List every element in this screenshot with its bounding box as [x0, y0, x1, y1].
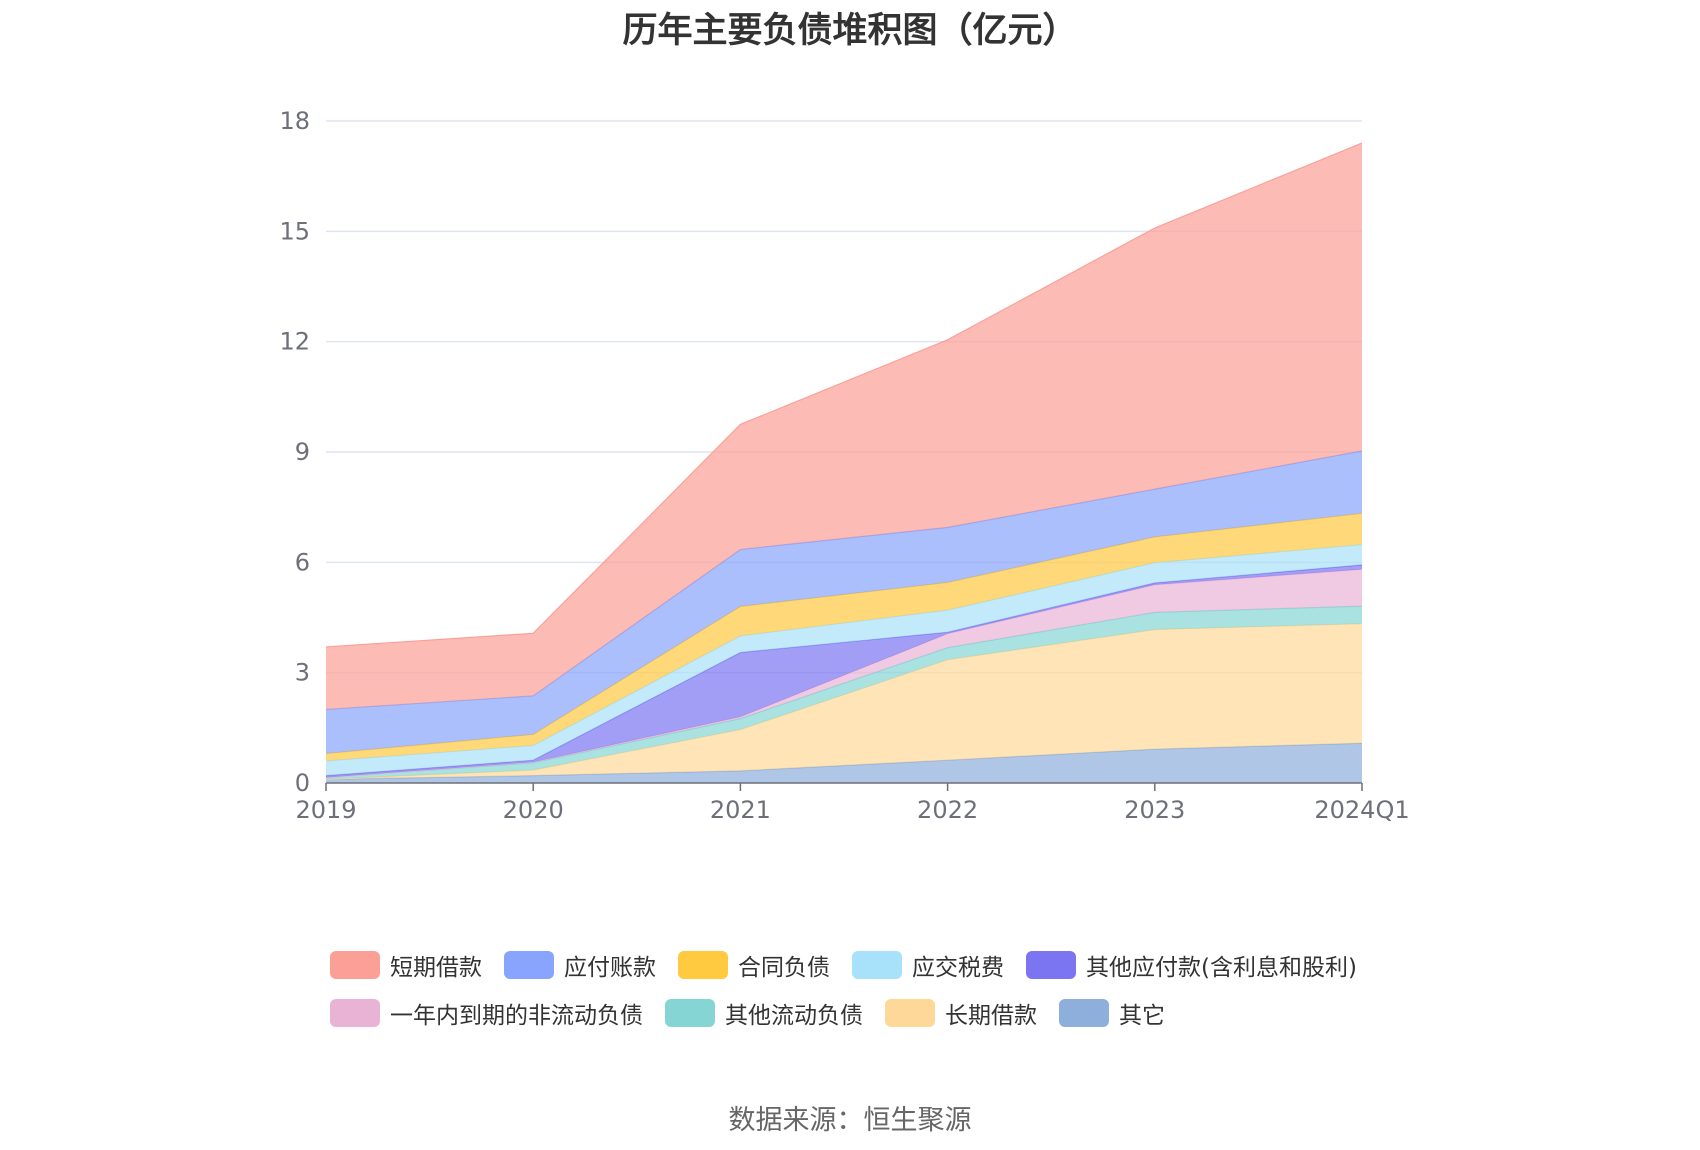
legend-item-taxes-payable[interactable]: 应交税费 — [852, 948, 1004, 982]
legend-label: 应交税费 — [912, 955, 1004, 981]
y-tick-label: 15 — [279, 217, 310, 245]
y-tick-label: 3 — [295, 659, 310, 687]
legend-swatch — [330, 999, 380, 1027]
legend-swatch — [504, 951, 554, 979]
legend-swatch — [1059, 999, 1109, 1027]
area-series-其他应付款(含利息和股利) — [326, 564, 1362, 778]
x-tick-label: 2022 — [917, 796, 978, 824]
legend-label: 其他流动负债 — [725, 1003, 863, 1029]
legend: 短期借款 应付账款 合同负债 应交税费 其他应付款(含利息和股利) 一年内到期的… — [330, 948, 1430, 1044]
area-series-一年内到期的非流动负债 — [326, 569, 1362, 778]
area-series-合同负债 — [326, 513, 1362, 761]
area-series-应付账款 — [326, 450, 1362, 754]
legend-item-current-portion-noncurrent[interactable]: 一年内到期的非流动负债 — [330, 996, 643, 1030]
legend-swatch — [885, 999, 935, 1027]
legend-item-accounts-payable[interactable]: 应付账款 — [504, 948, 656, 982]
x-tick-label: 2019 — [295, 796, 356, 824]
y-tick-label: 0 — [295, 769, 310, 797]
area-series-其它 — [326, 743, 1362, 783]
area-series-其他流动负债 — [326, 606, 1362, 780]
legend-swatch — [1026, 951, 1076, 979]
legend-item-contract-liabilities[interactable]: 合同负债 — [678, 948, 830, 982]
area-series — [325, 142, 1363, 783]
data-source-note: 数据来源：恒生聚源 — [728, 1105, 972, 1136]
y-tick-label: 9 — [295, 438, 310, 466]
legend-item-other-payables[interactable]: 其他应付款(含利息和股利) — [1026, 948, 1357, 982]
legend-swatch — [665, 999, 715, 1027]
legend-label: 一年内到期的非流动负债 — [390, 1003, 643, 1029]
x-tick-label: 2021 — [710, 796, 771, 824]
legend-label: 应付账款 — [564, 955, 656, 981]
area-series-应交税费 — [326, 544, 1362, 776]
legend-swatch — [852, 951, 902, 979]
legend-swatch — [678, 951, 728, 979]
x-tick-label: 2020 — [503, 796, 564, 824]
chart-title: 历年主要负债堆积图（亿元） — [622, 11, 1078, 51]
x-tick-label: 2023 — [1124, 796, 1185, 824]
legend-swatch — [330, 951, 380, 979]
legend-item-short-term-borrowing[interactable]: 短期借款 — [330, 948, 482, 982]
y-tick-label: 12 — [279, 328, 310, 356]
area-line-短期借款 — [325, 142, 1363, 648]
legend-label: 短期借款 — [390, 955, 482, 981]
area-series-短期借款 — [326, 143, 1362, 710]
legend-row-2: 一年内到期的非流动负债 其他流动负债 长期借款 其它 — [330, 996, 1430, 1030]
legend-row-1: 短期借款 应付账款 合同负债 应交税费 其他应付款(含利息和股利) — [330, 948, 1430, 982]
legend-label: 合同负债 — [738, 955, 830, 981]
y-tick-label: 6 — [295, 548, 310, 576]
legend-label: 长期借款 — [945, 1003, 1037, 1029]
area-series-长期借款 — [326, 623, 1362, 780]
legend-label: 其它 — [1119, 1003, 1165, 1029]
x-tick-label: 2024Q1 — [1314, 796, 1409, 824]
legend-item-other-current-liabilities[interactable]: 其他流动负债 — [665, 996, 863, 1030]
y-tick-label: 18 — [279, 107, 310, 135]
legend-item-long-term-borrowing[interactable]: 长期借款 — [885, 996, 1037, 1030]
axes: 0 3 6 9 12 15 18 2019 2020 2021 2022 2023 2024Q1 — [279, 107, 1409, 824]
legend-label: 其他应付款(含利息和股利) — [1086, 955, 1357, 981]
legend-item-others[interactable]: 其它 — [1059, 996, 1165, 1030]
